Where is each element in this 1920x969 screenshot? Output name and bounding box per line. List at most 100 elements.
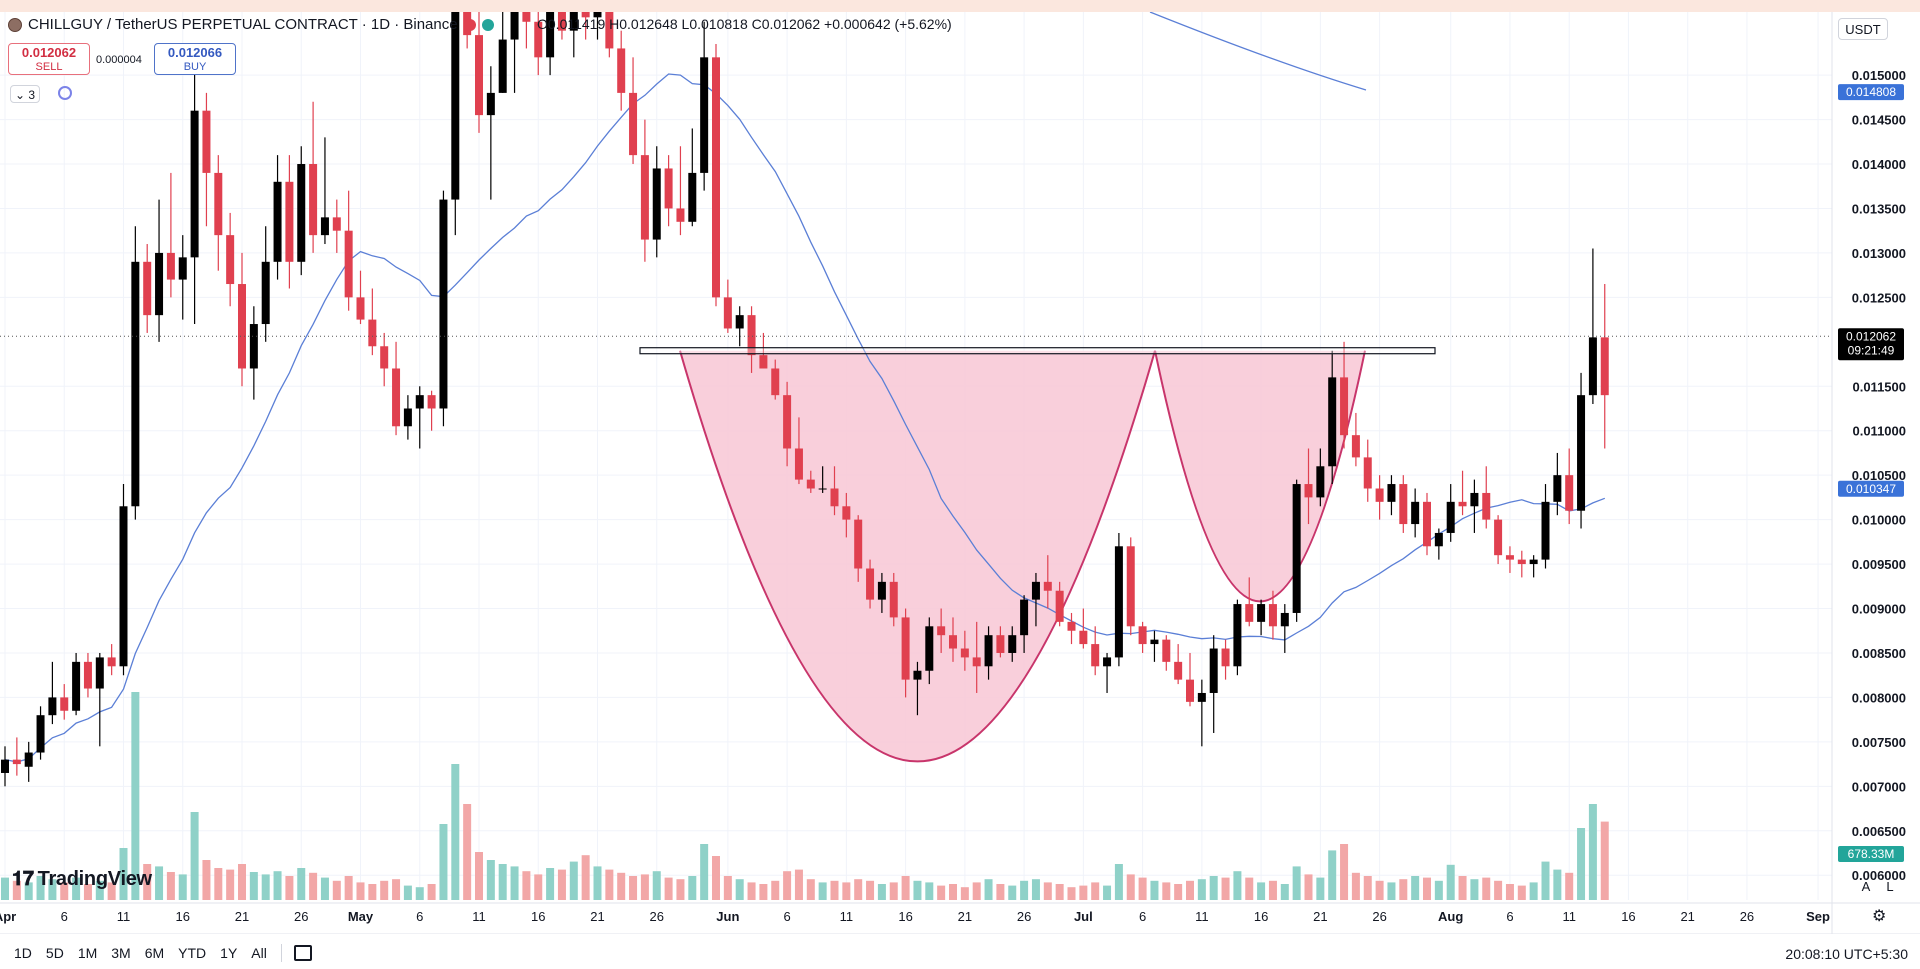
volume-bar bbox=[1340, 844, 1349, 900]
volume-bar bbox=[1043, 882, 1052, 900]
date-range-calendar-icon[interactable] bbox=[293, 944, 312, 961]
candle-body bbox=[1150, 639, 1159, 645]
candle bbox=[605, 12, 614, 58]
candle-body bbox=[640, 155, 649, 240]
candle-body bbox=[1043, 581, 1052, 591]
timeframe-ytd[interactable]: YTD bbox=[178, 944, 207, 961]
candle bbox=[913, 661, 922, 716]
buy-button[interactable]: 0.012066 BUY bbox=[154, 43, 236, 75]
candle-body bbox=[131, 261, 140, 507]
settings-gear-icon[interactable]: ⚙ bbox=[1872, 908, 1887, 925]
candle bbox=[1328, 350, 1337, 485]
symbol-title[interactable]: CHILLGUY / TetherUS PERPETUAL CONTRACT ·… bbox=[28, 16, 458, 33]
timeframe-6m[interactable]: 6M bbox=[144, 944, 165, 961]
candle bbox=[1553, 452, 1562, 516]
candle-body bbox=[12, 759, 21, 765]
timeframe-all[interactable]: All bbox=[251, 944, 267, 961]
candle bbox=[72, 652, 81, 716]
time-tick-label: Sep bbox=[1806, 909, 1830, 924]
candle-body bbox=[1470, 492, 1479, 507]
timeframe-5d[interactable]: 5D bbox=[45, 944, 64, 961]
candle bbox=[569, 12, 578, 58]
candle bbox=[1126, 537, 1135, 636]
symbol-header[interactable]: CHILLGUY / TetherUS PERPETUAL CONTRACT ·… bbox=[8, 16, 494, 33]
candle-body bbox=[107, 657, 116, 667]
candle-body bbox=[569, 12, 578, 31]
candle-body bbox=[1280, 612, 1289, 627]
volume-bar bbox=[1257, 882, 1266, 900]
volume-bar bbox=[1031, 879, 1040, 900]
candle-body bbox=[546, 12, 555, 58]
candle-body bbox=[1399, 484, 1408, 525]
time-tick-label: 21 bbox=[1680, 909, 1694, 924]
candle-body bbox=[735, 315, 744, 329]
candle bbox=[1399, 475, 1408, 533]
buy-label: BUY bbox=[183, 61, 207, 73]
timeframe-1m[interactable]: 1M bbox=[77, 944, 98, 961]
price-tick-label: 0.013000 bbox=[1852, 246, 1906, 261]
candle-body bbox=[166, 252, 175, 280]
timeframe-3m[interactable]: 3M bbox=[111, 944, 131, 961]
timeframe-1d[interactable]: 1D bbox=[14, 944, 32, 961]
candle-body bbox=[949, 635, 957, 649]
candle bbox=[510, 12, 519, 93]
candle bbox=[593, 12, 602, 40]
candle bbox=[498, 12, 507, 93]
volume-bar bbox=[1067, 887, 1076, 900]
log-scale-button[interactable]: L bbox=[1886, 879, 1894, 894]
candle bbox=[1197, 679, 1206, 747]
candle bbox=[1434, 528, 1443, 560]
candle-body bbox=[1292, 484, 1301, 613]
candle bbox=[854, 515, 863, 582]
handle-curve bbox=[1154, 350, 1366, 603]
volume-bar bbox=[949, 884, 957, 900]
volume-bar bbox=[913, 880, 922, 900]
candle bbox=[1340, 341, 1349, 449]
candle-body bbox=[95, 657, 104, 689]
volume-bar bbox=[320, 877, 329, 900]
candle bbox=[486, 66, 495, 200]
candle bbox=[1517, 550, 1526, 578]
volume-bar bbox=[297, 868, 306, 900]
candle bbox=[818, 466, 827, 493]
volume-bar bbox=[166, 872, 175, 900]
time-tick-label: Apr bbox=[0, 909, 16, 924]
candle-body bbox=[937, 626, 946, 636]
candle bbox=[1494, 515, 1503, 565]
timeframe-1y[interactable]: 1Y bbox=[220, 944, 238, 961]
candle-body bbox=[652, 168, 661, 240]
currency-selector[interactable]: USDT bbox=[1838, 18, 1888, 40]
candle bbox=[1292, 479, 1301, 622]
time-tick-label: 26 bbox=[1740, 909, 1754, 924]
sync-icon[interactable] bbox=[58, 86, 72, 100]
candle-body bbox=[36, 715, 45, 753]
volume-bar bbox=[771, 880, 780, 900]
time-tick-label: 21 bbox=[958, 909, 972, 924]
volume-bar bbox=[261, 874, 270, 900]
candle bbox=[83, 652, 92, 698]
price-tick-label: 0.009000 bbox=[1852, 602, 1906, 617]
price-axis: 0.015000 0.014500 0.014000 0.013500 0.013000… bbox=[1852, 68, 1906, 883]
volume-bar bbox=[937, 885, 946, 900]
candle-body bbox=[1588, 337, 1597, 396]
candle-body bbox=[178, 257, 187, 280]
time-tick-label: 26 bbox=[294, 909, 308, 924]
volume-bar bbox=[1363, 876, 1372, 900]
ohlc-open: O0.011419 bbox=[537, 16, 606, 32]
volume-bar bbox=[806, 879, 815, 900]
candle-body bbox=[1257, 604, 1266, 622]
price-tick-label: 0.007000 bbox=[1852, 779, 1906, 794]
volume-bar bbox=[1008, 885, 1017, 900]
candle bbox=[439, 190, 448, 427]
time-tick-label: Jun bbox=[716, 909, 739, 924]
candle bbox=[901, 608, 910, 698]
volume-bar bbox=[332, 880, 341, 900]
candle bbox=[451, 12, 460, 236]
auto-scale-button[interactable]: A bbox=[1861, 879, 1871, 894]
indicators-toggle[interactable]: ⌄ 3 bbox=[10, 85, 40, 103]
candle-body bbox=[285, 181, 294, 262]
ma-upper-price-tag-text: 0.014808 bbox=[1846, 85, 1896, 99]
sell-button[interactable]: 0.012062 SELL bbox=[8, 43, 90, 75]
candle-body bbox=[273, 181, 282, 262]
price-chart[interactable]: 0.015000 0.014500 0.014000 0.013500 0.013000… bbox=[0, 12, 1920, 934]
